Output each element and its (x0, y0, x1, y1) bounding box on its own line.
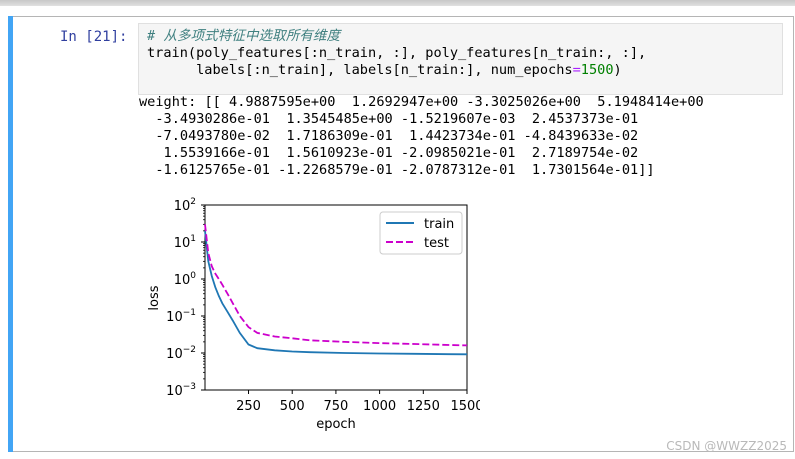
cell-border (13, 16, 794, 452)
code-number: 1500 (580, 62, 614, 78)
x-tick-label: 500 (280, 399, 305, 414)
x-tick-label: 1500 (450, 399, 480, 414)
series-line-test (204, 224, 468, 347)
y-tick-label: 101 (174, 234, 196, 251)
loss-chart: 102 101 100 10−1 10−2 10−3 250 500 750 1000 1250 1… (147, 197, 480, 432)
x-tick-label: 750 (323, 399, 348, 414)
selected-cell-indicator (8, 16, 13, 452)
series-lines (204, 224, 468, 356)
series-line-train (204, 230, 468, 356)
output-line: -3.4930286e-01 1.3545485e+00 -1.5219607e… (139, 111, 639, 127)
code-line-train: train(poly_features[:n_train, :], poly_f… (147, 45, 647, 61)
legend-train-label: train (424, 217, 454, 232)
x-tick-label: 250 (236, 399, 261, 414)
watermark: CSDN @WWZZ2025 (666, 439, 787, 453)
x-tick-label: 1000 (363, 399, 396, 414)
code-text: # 从多项式特征中选取所有维度 train(poly_features[:n_t… (147, 28, 646, 79)
previous-cell-edge (0, 0, 795, 6)
output-line: weight: [[ 4.9887595e+00 1.2692947e+00 -… (139, 94, 704, 110)
legend: train test (379, 211, 463, 255)
input-prompt: In [21]: (60, 29, 128, 45)
cell-output-text: weight: [[ 4.9887595e+00 1.2692947e+00 -… (139, 94, 704, 179)
legend-test-label: test (424, 236, 449, 251)
y-tick-label: 10−1 (166, 308, 196, 325)
y-tick-label: 102 (174, 197, 196, 214)
y-axis-label: loss (147, 285, 162, 310)
output-line: -7.0493780e-02 1.7186309e-01 1.4423734e-… (139, 128, 639, 144)
output-line: -1.6125765e-01 -1.2268579e-01 -2.0787312… (139, 162, 655, 178)
x-axis-ticks: 250 500 750 1000 1250 1500 (236, 390, 480, 414)
code-comment: # 从多项式特征中选取所有维度 (147, 28, 341, 44)
code-operator: = (572, 62, 581, 78)
notebook-cell[interactable]: In [21]: # 从多项式特征中选取所有维度 train(poly_feat… (8, 16, 795, 454)
y-axis-ticks: 102 101 100 10−1 10−2 10−3 (166, 197, 205, 399)
x-axis-label: epoch (316, 417, 356, 432)
code-paren: ) (613, 62, 622, 78)
y-tick-label: 10−3 (166, 382, 196, 399)
code-editor[interactable]: # 从多项式特征中选取所有维度 train(poly_features[:n_t… (138, 23, 783, 95)
y-tick-label: 10−2 (166, 345, 196, 362)
y-tick-label: 100 (174, 271, 197, 288)
output-line: 1.5539166e-01 1.5610923e-01 -2.0985021e-… (139, 145, 639, 161)
code-line-labels: labels[:n_train], labels[n_train:], num_… (147, 62, 573, 78)
x-tick-label: 1250 (407, 399, 440, 414)
